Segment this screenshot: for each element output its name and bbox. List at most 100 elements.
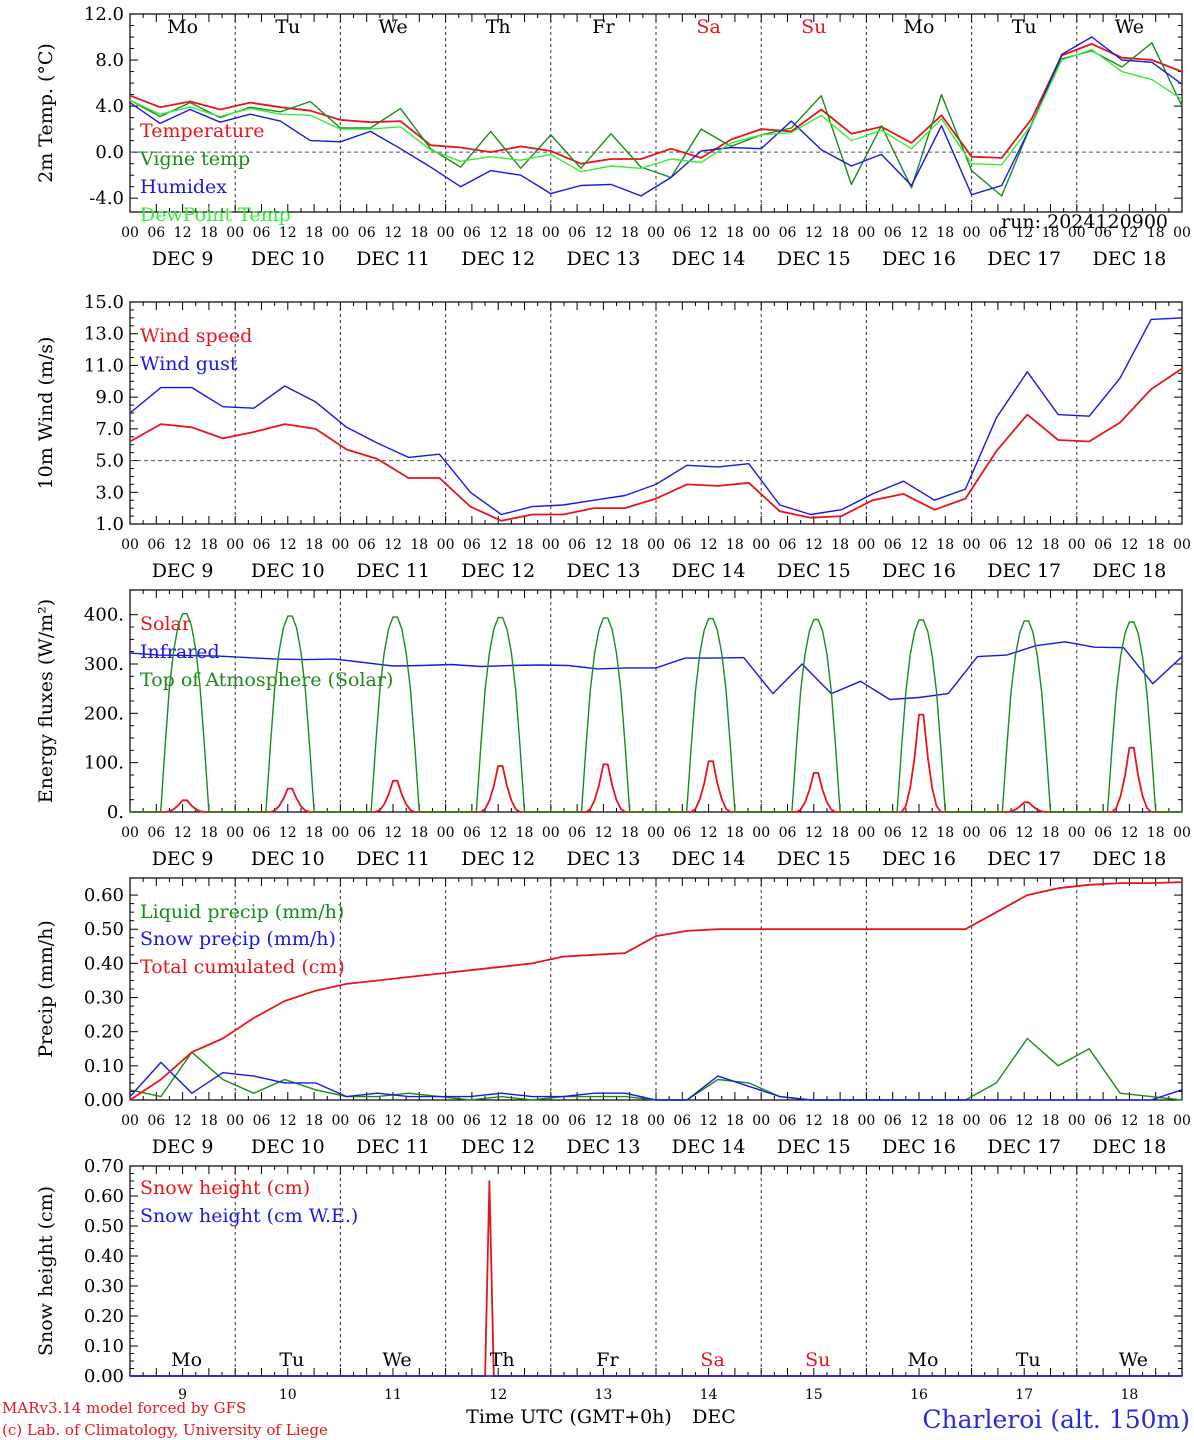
x-hour-label: 18 bbox=[1147, 537, 1165, 553]
x-hour-label: 12 bbox=[910, 537, 928, 553]
x-hour-label: 00 bbox=[963, 537, 981, 553]
day-number-label: 10 bbox=[279, 1387, 297, 1403]
x-hour-label: 18 bbox=[831, 225, 849, 241]
series-line-3 bbox=[129, 36, 1183, 197]
series-line-2 bbox=[129, 42, 1183, 197]
x-hour-label: 18 bbox=[621, 1113, 639, 1129]
x-hour-label: 12 bbox=[279, 537, 297, 553]
x-hour-label: 00 bbox=[226, 537, 244, 553]
x-hour-label: 12 bbox=[594, 825, 612, 841]
day-name-label: We bbox=[382, 1349, 411, 1371]
series-line-4 bbox=[129, 49, 1183, 173]
x-hour-label: 00 bbox=[647, 1113, 665, 1129]
x-date-label: DEC 17 bbox=[987, 248, 1061, 270]
day-name-label: Mo bbox=[167, 16, 198, 38]
panel-4: 0.60 0.50 0.40 0.30 0.20 0.10 0.00 Precip (mm/h… bbox=[35, 877, 1191, 1158]
y-tick-label: 0.10 bbox=[84, 1056, 124, 1077]
x-date-label: DEC 12 bbox=[461, 1136, 535, 1158]
model-credit: MARv3.14 model forced by GFS bbox=[2, 1399, 246, 1417]
x-hour-label: 18 bbox=[936, 225, 954, 241]
y-tick-label: 100. bbox=[84, 753, 124, 774]
x-hour-label: 12 bbox=[384, 825, 402, 841]
x-hour-label: 18 bbox=[200, 225, 218, 241]
x-hour-label: 12 bbox=[594, 1113, 612, 1129]
x-hour-label: 06 bbox=[884, 1113, 902, 1129]
x-date-label: DEC 13 bbox=[566, 248, 640, 270]
x-hour-label: 12 bbox=[1120, 225, 1138, 241]
x-hour-label: 00 bbox=[121, 537, 139, 553]
run-label: run: 2024120900 bbox=[1001, 211, 1168, 233]
y-tick-label: 0.10 bbox=[84, 1336, 124, 1357]
x-date-label: DEC 13 bbox=[566, 848, 640, 870]
x-hour-label: 00 bbox=[963, 225, 981, 241]
x-hour-label: 06 bbox=[1094, 825, 1112, 841]
x-hour-label: 06 bbox=[463, 825, 481, 841]
x-hour-label: 00 bbox=[1068, 225, 1086, 241]
legend-entry: Top of Atmosphere (Solar) bbox=[140, 669, 393, 691]
y-tick-label: 7.0 bbox=[95, 419, 124, 440]
x-hour-label: 18 bbox=[200, 537, 218, 553]
x-hour-label: 18 bbox=[516, 225, 534, 241]
x-hour-label: 00 bbox=[752, 1113, 770, 1129]
x-hour-label: 18 bbox=[516, 537, 534, 553]
x-hour-label: 00 bbox=[542, 225, 560, 241]
x-date-label: DEC 15 bbox=[777, 560, 851, 582]
x-hour-label: 12 bbox=[700, 1113, 718, 1129]
x-hour-label: 06 bbox=[673, 1113, 691, 1129]
x-hour-label: 06 bbox=[358, 1113, 376, 1129]
x-date-label: DEC 10 bbox=[251, 560, 325, 582]
x-hour-label: 00 bbox=[963, 825, 981, 841]
x-hour-label: 00 bbox=[121, 225, 139, 241]
x-hour-label: 18 bbox=[410, 825, 428, 841]
y-tick-label: 5.0 bbox=[95, 451, 124, 472]
x-hour-label: 06 bbox=[779, 1113, 797, 1129]
x-date-label: DEC 16 bbox=[882, 1136, 956, 1158]
y-tick-label: 0.60 bbox=[84, 1186, 124, 1207]
x-hour-label: 00 bbox=[1068, 537, 1086, 553]
x-hour-label: 12 bbox=[489, 225, 507, 241]
y-tick-label: 12.0 bbox=[84, 4, 124, 25]
x-hour-label: 12 bbox=[910, 825, 928, 841]
x-date-label: DEC 14 bbox=[672, 1136, 746, 1158]
x-hour-label: 12 bbox=[1015, 1113, 1033, 1129]
x-date-label: DEC 12 bbox=[461, 848, 535, 870]
x-date-label: DEC 17 bbox=[987, 1136, 1061, 1158]
x-hour-label: 18 bbox=[305, 825, 323, 841]
day-number-label: 15 bbox=[805, 1387, 823, 1403]
x-hour-label: 06 bbox=[463, 225, 481, 241]
x-hour-label: 00 bbox=[331, 537, 349, 553]
x-date-label: DEC 18 bbox=[1092, 560, 1166, 582]
x-hour-label: 00 bbox=[647, 537, 665, 553]
x-hour-label: 18 bbox=[621, 225, 639, 241]
x-hour-label: 00 bbox=[752, 825, 770, 841]
x-hour-label: 00 bbox=[647, 225, 665, 241]
x-hour-label: 06 bbox=[358, 225, 376, 241]
series-line-2 bbox=[129, 1061, 1183, 1101]
day-name-label: We bbox=[378, 16, 407, 38]
x-date-label: DEC 13 bbox=[566, 560, 640, 582]
x-hour-label: 06 bbox=[253, 1113, 271, 1129]
x-hour-label: 12 bbox=[1120, 1113, 1138, 1129]
y-tick-label: 13.0 bbox=[84, 324, 124, 345]
x-hour-label: 00 bbox=[121, 825, 139, 841]
x-date-label: DEC 11 bbox=[356, 248, 430, 270]
x-hour-label: 18 bbox=[726, 825, 744, 841]
panel-3: 400. 300. 200. 100. 0. Energy fluxes (W/m²) So… bbox=[35, 589, 1191, 870]
panel-2: 15.0 13.0 11.0 9.0 7.0 5.0 3.0 1.0 10m Wind (m/s… bbox=[35, 292, 1191, 582]
y-tick-label: 0.00 bbox=[84, 1366, 124, 1387]
x-hour-label: 12 bbox=[1015, 825, 1033, 841]
x-hour-label: 06 bbox=[568, 537, 586, 553]
x-hour-label: 06 bbox=[989, 537, 1007, 553]
y-tick-label: 9.0 bbox=[95, 387, 124, 408]
x-date-label: DEC 12 bbox=[461, 248, 535, 270]
legend-entry: Snow height (cm) bbox=[140, 1177, 310, 1199]
series-line-1 bbox=[129, 367, 1183, 522]
y-tick-label: 300. bbox=[84, 654, 124, 675]
day-name-label: Mo bbox=[904, 16, 935, 38]
x-hour-label: 18 bbox=[621, 537, 639, 553]
x-hour-label: 00 bbox=[857, 1113, 875, 1129]
x-hour-label: 18 bbox=[726, 225, 744, 241]
x-hour-label: 12 bbox=[594, 537, 612, 553]
x-hour-label: 12 bbox=[805, 1113, 823, 1129]
